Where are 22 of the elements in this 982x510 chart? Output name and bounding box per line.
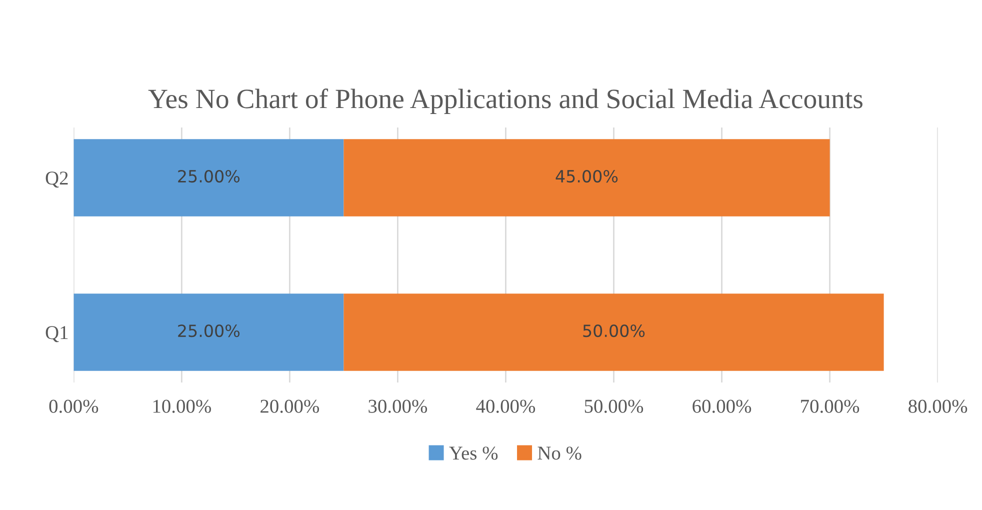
x-tick-label: 20.00% bbox=[260, 400, 319, 413]
x-tick-label: 30.00% bbox=[368, 400, 428, 413]
x-tick-label: 0.00% bbox=[49, 400, 98, 413]
data-label: 25.00% bbox=[178, 170, 240, 183]
x-tick-label: 40.00% bbox=[476, 400, 536, 413]
chart-title: Yes No Chart of Phone Applications and Social Media Accounts bbox=[148, 88, 862, 114]
legend-label: No % bbox=[538, 446, 582, 460]
data-label: 45.00% bbox=[556, 170, 618, 183]
bar bbox=[74, 139, 344, 216]
y-tick-label: Q2 bbox=[46, 172, 68, 188]
data-label: 25.00% bbox=[178, 324, 240, 338]
legend-label: Yes % bbox=[449, 446, 498, 460]
y-tick-label: Q1 bbox=[46, 326, 68, 342]
bar bbox=[344, 139, 830, 216]
x-tick-label: 10.00% bbox=[153, 400, 211, 413]
data-label: 50.00% bbox=[583, 324, 645, 338]
bar bbox=[344, 294, 884, 371]
x-tick-label: 80.00% bbox=[908, 400, 968, 413]
bar bbox=[74, 294, 344, 371]
x-tick-label: 60.00% bbox=[692, 400, 752, 413]
x-tick-label: 70.00% bbox=[801, 400, 860, 413]
x-tick-label: 50.00% bbox=[584, 400, 644, 413]
